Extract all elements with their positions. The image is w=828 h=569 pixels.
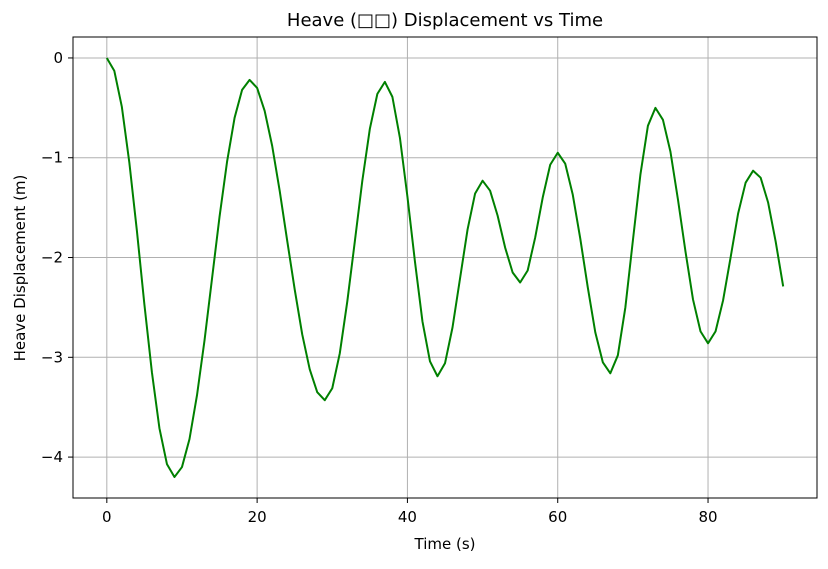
- y-tick-label: −3: [41, 348, 63, 366]
- data-line: [105, 57, 785, 479]
- y-tick-label: 0: [53, 49, 63, 67]
- x-axis-label: Time (s): [414, 535, 476, 553]
- x-tick-label: 80: [698, 508, 717, 526]
- chart-title: Heave (□□) Displacement vs Time: [287, 10, 603, 31]
- plot-frame: [72, 36, 818, 499]
- x-tick-label: 0: [102, 508, 112, 526]
- y-tick-label: −1: [41, 149, 63, 167]
- y-tick-label: −4: [41, 448, 63, 466]
- y-axis-label: Heave Displacement (m): [11, 175, 29, 362]
- y-tick-label: −2: [41, 249, 63, 267]
- x-tick-label: 20: [248, 508, 267, 526]
- x-tick-label: 40: [398, 508, 417, 526]
- x-tick-label: 60: [548, 508, 567, 526]
